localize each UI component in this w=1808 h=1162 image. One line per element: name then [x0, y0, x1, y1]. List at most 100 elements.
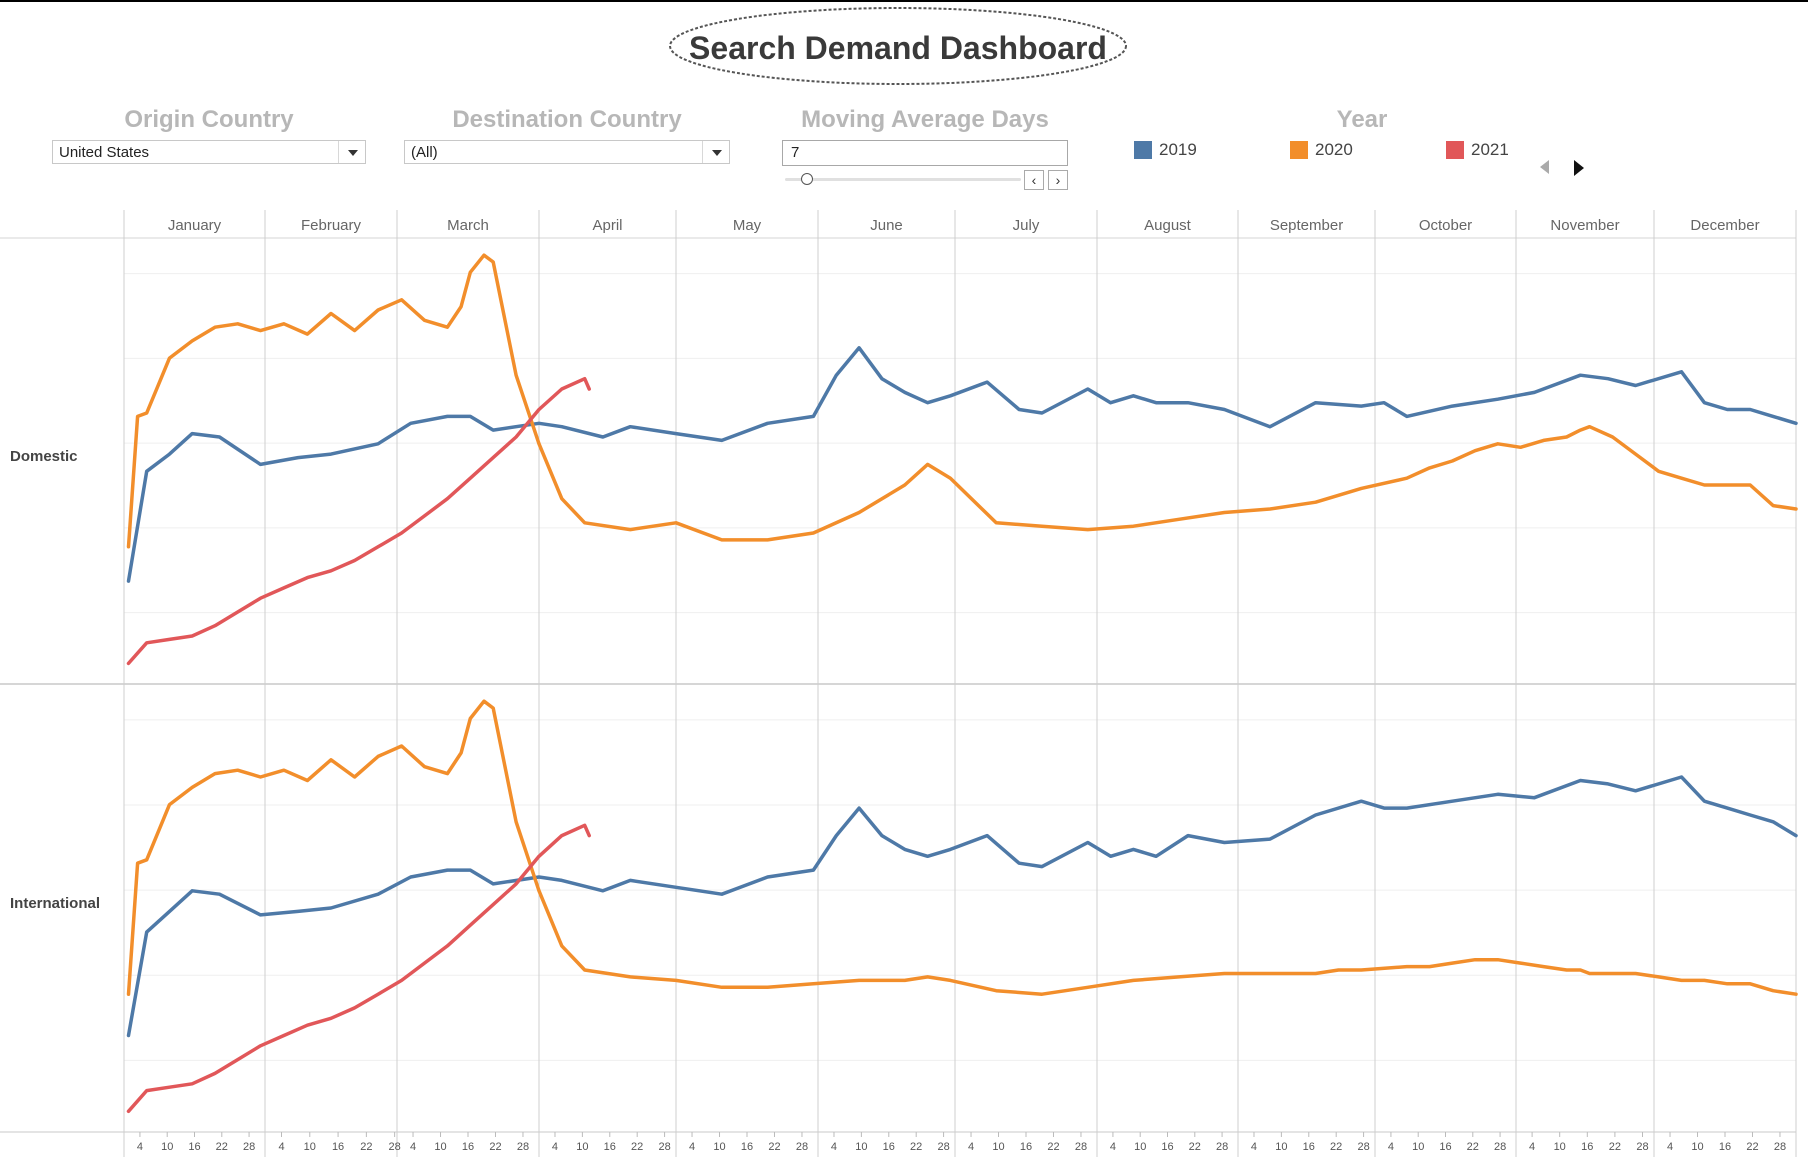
month-label: February — [301, 217, 362, 234]
moving-average-label: Moving Average Days — [801, 106, 1049, 133]
origin-country-dropdown[interactable]: United States — [52, 140, 366, 164]
day-tick-label: 4 — [1388, 1141, 1394, 1153]
day-tick-label: 16 — [462, 1141, 474, 1153]
day-tick-label: 10 — [1554, 1141, 1566, 1153]
day-tick-label: 4 — [410, 1141, 416, 1153]
day-tick-label: 22 — [1047, 1141, 1059, 1153]
day-tick-label: 4 — [1251, 1141, 1257, 1153]
series-line-domestic-2020 — [126, 253, 1798, 549]
day-tick-label: 22 — [216, 1141, 228, 1153]
day-tick-label: 10 — [855, 1141, 867, 1153]
day-tick-label: 10 — [304, 1141, 316, 1153]
month-label: April — [592, 217, 622, 234]
series-line-domestic-2021 — [126, 376, 591, 666]
day-tick-label: 22 — [768, 1141, 780, 1153]
day-tick-label: 16 — [1719, 1141, 1731, 1153]
day-tick-label: 4 — [1529, 1141, 1535, 1153]
day-tick-label: 4 — [968, 1141, 974, 1153]
day-tick-label: 16 — [741, 1141, 753, 1153]
day-tick-label: 28 — [389, 1141, 401, 1153]
destination-country-label: Destination Country — [452, 106, 682, 133]
day-tick-label: 22 — [1609, 1141, 1621, 1153]
day-tick-label: 28 — [517, 1141, 529, 1153]
series-line-international-2019 — [126, 775, 1798, 1038]
day-tick-label: 16 — [1303, 1141, 1315, 1153]
chevron-down-icon[interactable] — [702, 141, 729, 163]
day-tick-label: 28 — [1357, 1141, 1369, 1153]
day-tick-label: 22 — [1746, 1141, 1758, 1153]
day-tick-label: 4 — [278, 1141, 284, 1153]
day-tick-label: 28 — [1494, 1141, 1506, 1153]
month-label: December — [1690, 217, 1759, 234]
legend-prev-page-icon[interactable] — [1540, 160, 1549, 174]
legend-title: Year — [1336, 106, 1388, 133]
chevron-down-icon[interactable] — [338, 141, 365, 163]
day-tick-label: 28 — [1774, 1141, 1786, 1153]
series-line-international-2020 — [126, 699, 1798, 996]
title-ellipse-outline — [669, 7, 1127, 85]
legend-label: 2019 — [1159, 140, 1197, 159]
moving-average-slider-thumb[interactable] — [801, 173, 813, 185]
day-tick-label: 16 — [332, 1141, 344, 1153]
series-line-international-2021 — [126, 823, 591, 1114]
day-tick-label: 10 — [161, 1141, 173, 1153]
day-tick-label: 10 — [576, 1141, 588, 1153]
origin-country-label: Origin Country — [124, 106, 294, 133]
day-tick-label: 16 — [883, 1141, 895, 1153]
day-tick-label: 28 — [243, 1141, 255, 1153]
month-label: October — [1419, 217, 1472, 234]
day-tick-label: 22 — [360, 1141, 372, 1153]
legend-swatch — [1290, 141, 1308, 159]
day-tick-label: 16 — [604, 1141, 616, 1153]
day-tick-label: 16 — [1439, 1141, 1451, 1153]
month-label: March — [447, 217, 489, 234]
day-tick-label: 16 — [1161, 1141, 1173, 1153]
moving-average-slider-track[interactable] — [785, 178, 1021, 181]
moving-average-input[interactable]: 7 — [782, 140, 1068, 166]
day-tick-label: 28 — [658, 1141, 670, 1153]
row-label-domestic: Domestic — [10, 448, 78, 465]
day-tick-label: 16 — [1581, 1141, 1593, 1153]
increment-button[interactable]: › — [1048, 170, 1068, 190]
month-label: August — [1144, 217, 1192, 234]
day-tick-label: 22 — [1330, 1141, 1342, 1153]
month-label: July — [1013, 217, 1040, 234]
day-tick-label: 22 — [489, 1141, 501, 1153]
legend-label: 2021 — [1471, 140, 1509, 159]
month-label: May — [733, 217, 762, 234]
day-tick-label: 10 — [1134, 1141, 1146, 1153]
origin-country-value: United States — [59, 144, 150, 161]
day-tick-label: 28 — [937, 1141, 949, 1153]
day-tick-label: 28 — [1216, 1141, 1228, 1153]
row-label-international: International — [10, 895, 100, 912]
day-tick-label: 22 — [910, 1141, 922, 1153]
day-tick-label: 10 — [992, 1141, 1004, 1153]
day-tick-label: 4 — [137, 1141, 143, 1153]
day-tick-label: 22 — [1467, 1141, 1479, 1153]
legend-label: 2020 — [1315, 140, 1353, 159]
legend-next-page-icon[interactable] — [1574, 160, 1584, 176]
day-tick-label: 10 — [713, 1141, 725, 1153]
day-tick-label: 10 — [1691, 1141, 1703, 1153]
day-tick-label: 22 — [1189, 1141, 1201, 1153]
month-label: November — [1550, 217, 1619, 234]
decrement-button[interactable]: ‹ — [1024, 170, 1044, 190]
month-label: September — [1270, 217, 1343, 234]
day-tick-label: 10 — [1412, 1141, 1424, 1153]
destination-country-dropdown[interactable]: (All) — [404, 140, 730, 164]
day-tick-label: 16 — [188, 1141, 200, 1153]
day-tick-label: 4 — [1667, 1141, 1673, 1153]
day-tick-label: 28 — [796, 1141, 808, 1153]
day-tick-label: 4 — [1110, 1141, 1116, 1153]
day-tick-label: 10 — [1275, 1141, 1287, 1153]
day-tick-label: 28 — [1636, 1141, 1648, 1153]
series-line-domestic-2019 — [126, 346, 1798, 583]
day-tick-label: 4 — [552, 1141, 558, 1153]
day-tick-label: 28 — [1075, 1141, 1087, 1153]
day-tick-label: 10 — [434, 1141, 446, 1153]
destination-country-value: (All) — [411, 144, 438, 161]
day-tick-label: 16 — [1020, 1141, 1032, 1153]
month-label: June — [870, 217, 903, 234]
page-title: Search Demand Dashboard — [689, 30, 1107, 66]
